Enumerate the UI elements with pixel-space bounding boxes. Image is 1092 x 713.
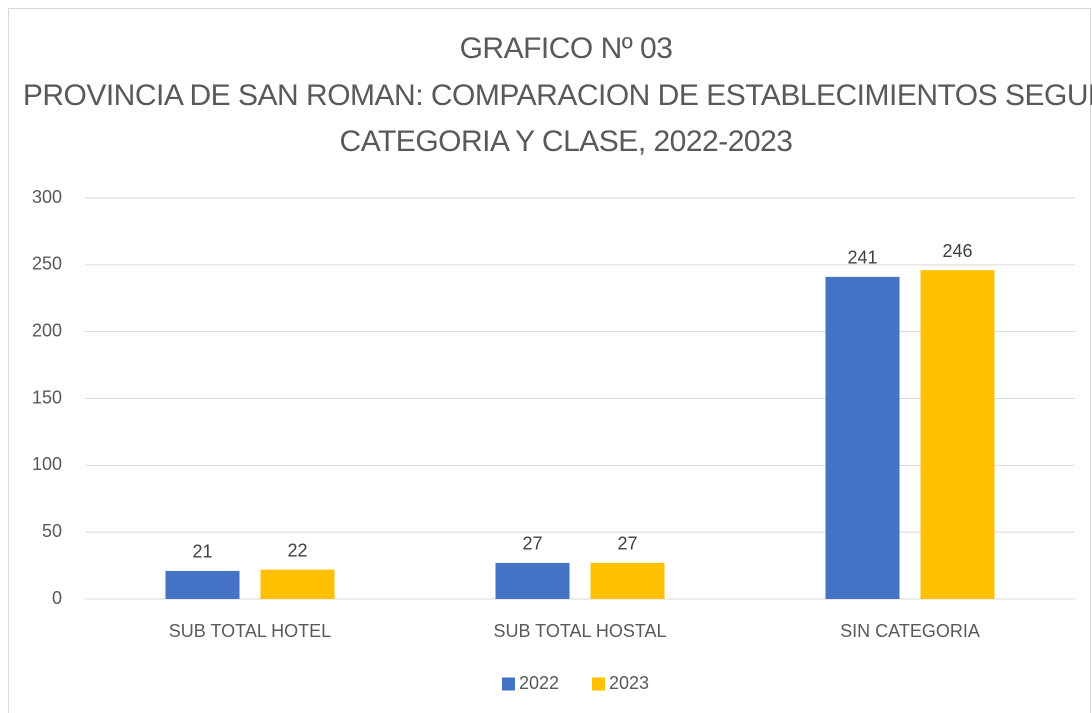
legend-swatch: [502, 677, 515, 691]
bar: [495, 562, 570, 599]
data-label: 21: [192, 542, 212, 562]
data-label: 27: [617, 534, 637, 554]
data-label: 27: [522, 534, 542, 554]
chart-title: CATEGORIA Y CLASE, 2022-2023: [340, 125, 793, 158]
x-tick-label: SIN CATEGORIA: [840, 621, 980, 641]
y-tick-label: 250: [32, 254, 62, 274]
y-tick-label: 0: [52, 588, 62, 608]
chart-title: PROVINCIA DE SAN ROMAN: COMPARACION DE E…: [23, 79, 1092, 112]
chart-title: GRAFICO Nº 03: [460, 32, 673, 65]
bar: [920, 270, 995, 599]
y-tick-label: 100: [32, 454, 62, 474]
data-label: 241: [847, 248, 877, 268]
bar: [165, 570, 240, 599]
y-tick-label: 200: [32, 320, 62, 340]
data-label: 246: [942, 241, 972, 261]
bar: [590, 562, 665, 599]
bar: [825, 276, 900, 599]
data-label: 22: [287, 540, 307, 560]
y-tick-label: 150: [32, 387, 62, 407]
legend-label: 2022: [519, 673, 559, 693]
y-tick-label: 300: [32, 187, 62, 207]
x-tick-label: SUB TOTAL HOTEL: [169, 621, 331, 641]
legend-label: 2023: [609, 673, 649, 693]
x-tick-label: SUB TOTAL HOSTAL: [493, 621, 666, 641]
y-tick-label: 50: [42, 521, 62, 541]
legend-swatch: [592, 677, 605, 691]
bar: [260, 569, 335, 599]
